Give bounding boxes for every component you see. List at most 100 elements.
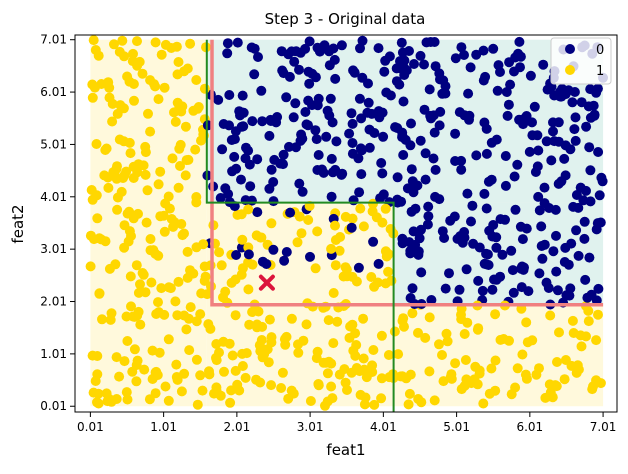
data-point-class-0 <box>467 200 478 211</box>
data-point-class-1 <box>512 363 523 374</box>
data-point-class-0 <box>437 226 448 237</box>
data-point-class-1 <box>380 278 391 289</box>
data-point-class-0 <box>527 117 537 128</box>
data-point-class-0 <box>429 127 440 138</box>
data-point-class-0 <box>396 37 407 48</box>
data-point-class-1 <box>573 364 584 375</box>
data-point-class-0 <box>481 203 492 214</box>
data-point-class-1 <box>326 381 337 392</box>
legend-items: 01 <box>565 43 604 79</box>
data-point-class-1 <box>247 259 258 270</box>
data-point-class-1 <box>355 203 366 214</box>
data-point-class-0 <box>416 267 427 278</box>
data-point-class-0 <box>401 65 412 76</box>
data-point-class-0 <box>479 188 490 199</box>
data-point-class-0 <box>227 166 238 177</box>
data-point-class-1 <box>93 50 104 61</box>
data-point-class-1 <box>380 246 391 257</box>
data-point-class-1 <box>456 309 466 320</box>
data-point-class-0 <box>304 36 315 47</box>
data-point-class-0 <box>399 55 410 66</box>
data-point-class-0 <box>253 52 263 62</box>
data-point-class-1 <box>358 313 369 324</box>
data-point-class-0 <box>364 142 375 153</box>
data-point-class-0 <box>223 189 234 199</box>
legend: 01 <box>550 37 612 85</box>
data-point-class-0 <box>483 260 494 270</box>
data-point-class-0 <box>247 116 258 127</box>
data-point-class-0 <box>420 174 431 185</box>
data-point-class-1 <box>286 313 297 324</box>
data-point-class-1 <box>132 310 143 321</box>
data-point-class-1 <box>236 269 247 280</box>
data-point-class-0 <box>430 61 441 72</box>
data-point-class-0 <box>559 153 570 164</box>
data-point-class-0 <box>507 265 518 276</box>
data-point-class-1 <box>211 339 222 349</box>
data-point-class-1 <box>183 313 194 324</box>
data-point-class-0 <box>491 274 502 285</box>
data-point-class-1 <box>216 260 227 271</box>
data-point-class-1 <box>498 334 509 344</box>
data-point-class-1 <box>132 36 142 47</box>
data-point-class-0 <box>373 43 384 54</box>
data-point-class-1 <box>159 226 170 237</box>
data-point-class-0 <box>276 46 287 57</box>
data-point-class-0 <box>462 188 473 199</box>
data-point-class-0 <box>592 83 603 94</box>
data-point-class-1 <box>195 309 206 320</box>
data-point-class-1 <box>128 48 138 59</box>
data-point-class-0 <box>553 136 564 147</box>
data-point-class-0 <box>584 252 595 263</box>
data-point-class-0 <box>504 57 515 68</box>
data-point-class-0 <box>495 214 506 225</box>
data-point-class-1 <box>191 192 202 202</box>
data-point-class-1 <box>369 281 380 292</box>
data-point-class-1 <box>142 185 153 196</box>
data-point-class-1 <box>171 359 182 370</box>
x-tick-label: 7.01 <box>590 420 617 434</box>
data-point-class-1 <box>137 268 148 278</box>
data-point-class-0 <box>261 259 272 269</box>
data-point-class-1 <box>154 347 165 358</box>
data-point-class-0 <box>290 98 301 109</box>
data-point-class-0 <box>213 94 224 105</box>
data-point-class-1 <box>227 350 238 361</box>
data-point-class-1 <box>103 182 114 193</box>
data-point-class-0 <box>229 134 240 145</box>
data-point-class-1 <box>119 170 130 181</box>
data-point-class-1 <box>122 336 133 346</box>
data-point-class-1 <box>100 145 111 155</box>
data-point-class-1 <box>279 334 290 345</box>
y-tick-label: 5.01 <box>40 137 67 151</box>
data-point-class-1 <box>255 346 266 357</box>
data-point-class-1 <box>240 372 251 383</box>
data-point-class-1 <box>383 266 394 277</box>
data-point-class-1 <box>87 79 98 90</box>
data-point-class-1 <box>355 389 366 400</box>
data-point-class-0 <box>567 97 578 108</box>
data-point-class-0 <box>437 88 448 99</box>
data-point-class-0 <box>326 191 337 202</box>
data-point-class-1 <box>214 247 225 258</box>
data-point-class-0 <box>585 112 596 123</box>
data-point-class-1 <box>393 349 404 360</box>
data-point-class-0 <box>508 287 519 298</box>
data-point-class-1 <box>376 373 387 384</box>
data-point-class-0 <box>444 268 454 279</box>
data-point-class-0 <box>404 46 414 56</box>
data-point-class-0 <box>285 207 296 218</box>
x-tick-label: 2.01 <box>224 420 251 434</box>
data-point-class-0 <box>249 69 260 80</box>
data-point-class-1 <box>361 372 372 383</box>
data-point-class-0 <box>465 62 476 73</box>
data-point-class-0 <box>377 168 388 179</box>
x-tick-label: 1.01 <box>150 420 177 434</box>
data-point-class-0 <box>454 284 465 295</box>
data-point-class-1 <box>108 167 119 178</box>
data-point-class-0 <box>551 266 562 277</box>
data-point-class-0 <box>376 158 387 168</box>
data-point-class-1 <box>195 370 206 381</box>
data-point-class-1 <box>150 388 161 399</box>
data-point-class-1 <box>135 279 145 290</box>
